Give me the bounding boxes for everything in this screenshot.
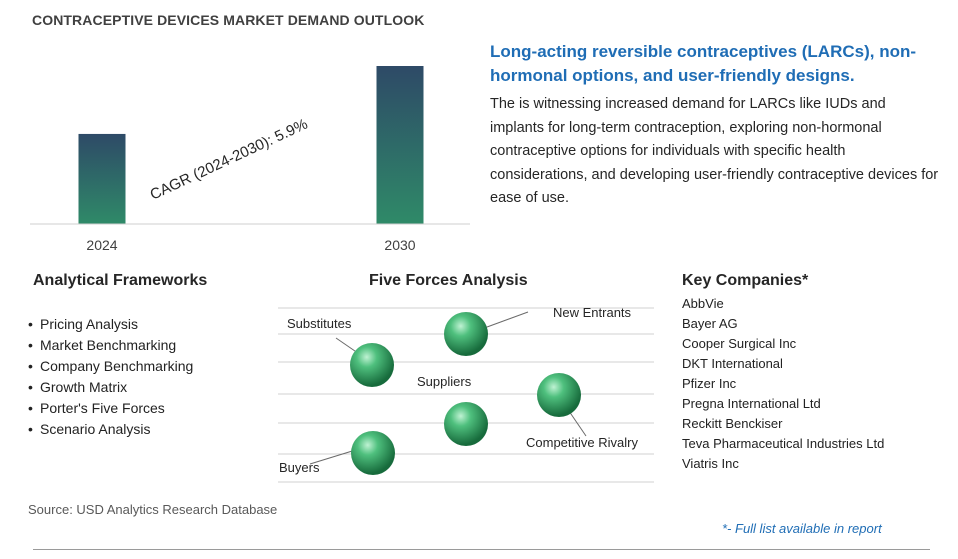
list-item: Cooper Surgical Inc [682,336,797,351]
summary-headline: Long-acting reversible contraceptives (L… [490,42,917,85]
companies-title: Key Companies* [682,272,809,289]
source-note: Source: USD Analytics Research Database [28,502,278,517]
list-item: Reckitt Benckiser [682,416,783,431]
bottom-divider [33,549,930,550]
companies-list: AbbVie Bayer AG Cooper Surgical Inc DKT … [682,294,884,474]
substitutes-sphere [350,343,394,387]
list-item: Pfizer Inc [682,376,737,391]
bar-2030 [376,66,424,224]
list-item: Pregna International Ltd [682,396,821,411]
label-buyers: Buyers [279,460,320,475]
label-rivalry: Competitive Rivalry [526,435,638,450]
x-tick-label: 2024 [86,237,117,253]
frameworks-title: Analytical Frameworks [33,272,208,289]
list-item: Teva Pharmaceutical Industries Ltd [682,436,885,451]
label-suppliers: Suppliers [417,374,472,389]
list-item: • Scenario Analysis [28,421,151,437]
bar-2024 [78,133,126,224]
list-item: • Growth Matrix [28,379,128,395]
frameworks-list: • Pricing Analysis • Market Benchmarking •… [28,314,193,440]
full-list-note: *- Full list available in report [722,521,882,536]
new-entrants-sphere [444,312,488,356]
list-item: AbbVie [682,296,724,311]
forces-title: Five Forces Analysis [369,272,528,289]
buyers-sphere [351,431,395,475]
label-substitutes: Substitutes [287,316,352,331]
list-item: DKT International [682,356,783,371]
cagr-annotation: CAGR (2024-2030): 5.9% [148,116,311,204]
list-item: • Pricing Analysis [28,316,139,332]
list-item: • Market Benchmarking [28,337,177,353]
demand-bar-chart: 2024 2030 CAGR (2024-2030): 5.9% [30,66,470,253]
list-item: Viatris Inc [682,456,739,471]
suppliers-sphere [444,402,488,446]
list-item: • Porter's Five Forces [28,400,165,416]
five-forces-diagram: New Entrants Substitutes Suppliers Compe… [278,305,654,483]
list-item: • Company Benchmarking [28,358,194,374]
label-new-entrants: New Entrants [553,305,632,320]
rivalry-sphere [537,373,581,417]
list-item: Bayer AG [682,316,738,331]
summary-description: The is witnessing increased demand for L… [490,96,939,206]
page-title: CONTRACEPTIVE DEVICES MARKET DEMAND OUTL… [32,12,425,28]
x-tick-label: 2030 [384,237,415,253]
